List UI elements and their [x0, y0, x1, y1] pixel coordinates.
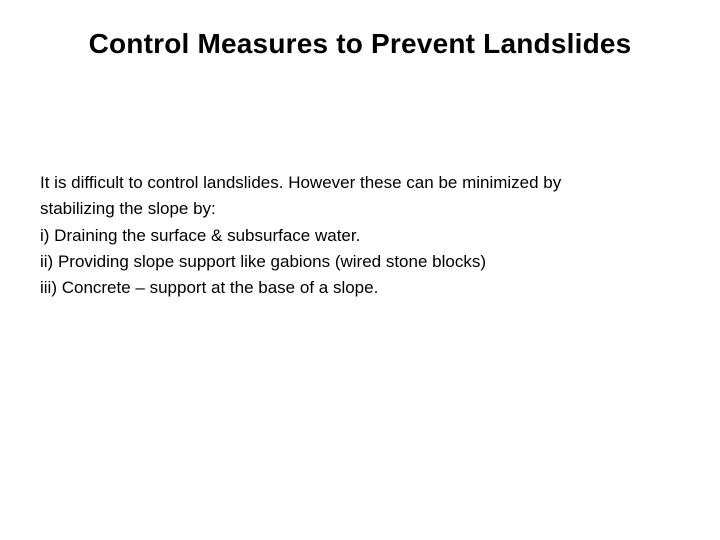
body-line-2: stabilizing the slope by: — [40, 196, 680, 222]
body-line-5: iii) Concrete – support at the base of a… — [40, 275, 680, 301]
slide-title: Control Measures to Prevent Landslides — [40, 28, 680, 60]
body-line-1: It is difficult to control landslides. H… — [40, 170, 680, 196]
body-line-3: i) Draining the surface & subsurface wat… — [40, 223, 680, 249]
slide-body: It is difficult to control landslides. H… — [40, 170, 680, 302]
body-line-4: ii) Providing slope support like gabions… — [40, 249, 680, 275]
slide-container: Control Measures to Prevent Landslides I… — [0, 0, 720, 540]
